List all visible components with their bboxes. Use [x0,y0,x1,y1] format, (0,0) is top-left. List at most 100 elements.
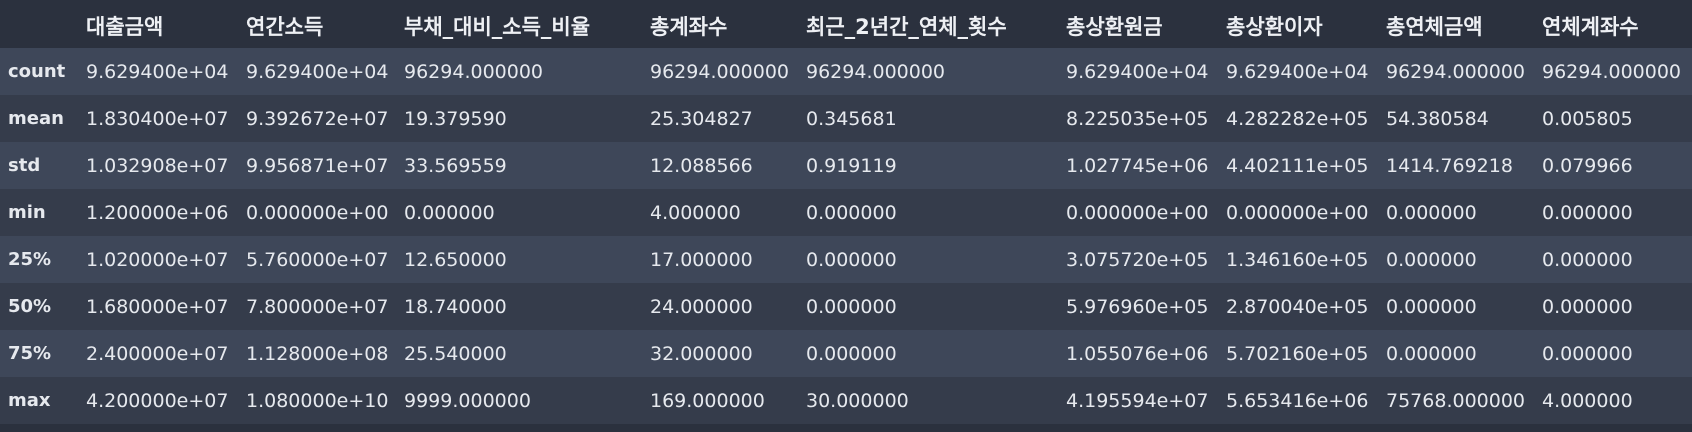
table-cell: 0.000000e+00 [1218,189,1378,236]
table-cell: 25.540000 [396,330,642,377]
table-cell: 0.000000 [1534,330,1692,377]
table-cell: 2.870040e+05 [1218,283,1378,330]
table-cell: 1.020000e+07 [78,236,238,283]
table-cell: 5.760000e+07 [238,236,396,283]
row-label: min [0,189,78,236]
table-cell: 0.345681 [798,95,1058,142]
header-row: 대출금액 연간소득 부채_대비_소득_비율 총계좌수 최근_2년간_연체_횟수 … [0,4,1692,48]
table-cell: 0.000000 [1378,189,1534,236]
table-cell: 4.282282e+05 [1218,95,1378,142]
table-cell: 0.000000 [1378,236,1534,283]
column-header: 대출금액 [78,4,238,48]
table-cell: 9.629400e+04 [238,48,396,95]
table-cell: 0.000000 [798,189,1058,236]
table-cell: 0.000000 [798,330,1058,377]
table-cell: 7.800000e+07 [238,283,396,330]
table-cell: 0.000000 [798,283,1058,330]
table-cell: 32.000000 [642,330,798,377]
table-cell: 5.702160e+05 [1218,330,1378,377]
table-cell: 18.740000 [396,283,642,330]
row-label: 75% [0,330,78,377]
table-cell: 0.000000 [1378,330,1534,377]
table-cell: 9.629400e+04 [1218,48,1378,95]
table-cell: 1414.769218 [1378,142,1534,189]
table-cell: 1.027745e+06 [1058,142,1218,189]
table-row: max 4.200000e+07 1.080000e+10 9999.00000… [0,377,1692,424]
table-cell: 9999.000000 [396,377,642,424]
table-cell: 1.680000e+07 [78,283,238,330]
table-row: 25% 1.020000e+07 5.760000e+07 12.650000 … [0,236,1692,283]
row-label: mean [0,95,78,142]
column-header: 최근_2년간_연체_횟수 [798,4,1058,48]
table-cell: 12.088566 [642,142,798,189]
table-cell: 1.055076e+06 [1058,330,1218,377]
table-cell: 8.225035e+05 [1058,95,1218,142]
table-cell: 4.402111e+05 [1218,142,1378,189]
column-header: 연간소득 [238,4,396,48]
table-cell: 0.000000 [1534,283,1692,330]
table-cell: 0.000000 [396,189,642,236]
row-label: 50% [0,283,78,330]
table-cell: 4.000000 [642,189,798,236]
row-label: count [0,48,78,95]
table-cell: 1.200000e+06 [78,189,238,236]
index-header [0,4,78,48]
row-label: 25% [0,236,78,283]
table-row: std 1.032908e+07 9.956871e+07 33.569559 … [0,142,1692,189]
table-cell: 5.653416e+06 [1218,377,1378,424]
column-header: 부채_대비_소득_비율 [396,4,642,48]
table-cell: 3.075720e+05 [1058,236,1218,283]
table-cell: 30.000000 [798,377,1058,424]
table-cell: 0.000000e+00 [238,189,396,236]
table-cell: 4.000000 [1534,377,1692,424]
table-row: mean 1.830400e+07 9.392672e+07 19.379590… [0,95,1692,142]
table-cell: 33.569559 [396,142,642,189]
table-cell: 1.080000e+10 [238,377,396,424]
table-cell: 169.000000 [642,377,798,424]
table-cell: 1.128000e+08 [238,330,396,377]
table-cell: 9.392672e+07 [238,95,396,142]
column-header: 총계좌수 [642,4,798,48]
table-row: 75% 2.400000e+07 1.128000e+08 25.540000 … [0,330,1692,377]
table-cell: 9.956871e+07 [238,142,396,189]
table-cell: 0.000000 [1534,189,1692,236]
table-cell: 4.200000e+07 [78,377,238,424]
table-row: min 1.200000e+06 0.000000e+00 0.000000 4… [0,189,1692,236]
table-cell: 9.629400e+04 [78,48,238,95]
column-header: 총상환이자 [1218,4,1378,48]
table-cell: 1.032908e+07 [78,142,238,189]
table-cell: 0.079966 [1534,142,1692,189]
describe-table: 대출금액 연간소득 부채_대비_소득_비율 총계좌수 최근_2년간_연체_횟수 … [0,4,1692,424]
row-label: std [0,142,78,189]
table-cell: 17.000000 [642,236,798,283]
table-cell: 96294.000000 [798,48,1058,95]
table-cell: 19.379590 [396,95,642,142]
table-cell: 0.005805 [1534,95,1692,142]
table-cell: 25.304827 [642,95,798,142]
table-cell: 0.919119 [798,142,1058,189]
column-header: 총연체금액 [1378,4,1534,48]
row-label: max [0,377,78,424]
column-header: 연체계좌수 [1534,4,1692,48]
table-cell: 1.830400e+07 [78,95,238,142]
table-cell: 0.000000 [798,236,1058,283]
table-cell: 12.650000 [396,236,642,283]
column-header: 총상환원금 [1058,4,1218,48]
table-cell: 0.000000 [1534,236,1692,283]
table-cell: 4.195594e+07 [1058,377,1218,424]
table-cell: 96294.000000 [1378,48,1534,95]
table-cell: 96294.000000 [642,48,798,95]
table-cell: 96294.000000 [396,48,642,95]
table-cell: 96294.000000 [1534,48,1692,95]
table-cell: 24.000000 [642,283,798,330]
table-cell: 0.000000e+00 [1058,189,1218,236]
table-cell: 5.976960e+05 [1058,283,1218,330]
table-cell: 75768.000000 [1378,377,1534,424]
table-cell: 0.000000 [1378,283,1534,330]
table-cell: 1.346160e+05 [1218,236,1378,283]
table-cell: 9.629400e+04 [1058,48,1218,95]
table-row: count 9.629400e+04 9.629400e+04 96294.00… [0,48,1692,95]
table-cell: 54.380584 [1378,95,1534,142]
table-cell: 2.400000e+07 [78,330,238,377]
